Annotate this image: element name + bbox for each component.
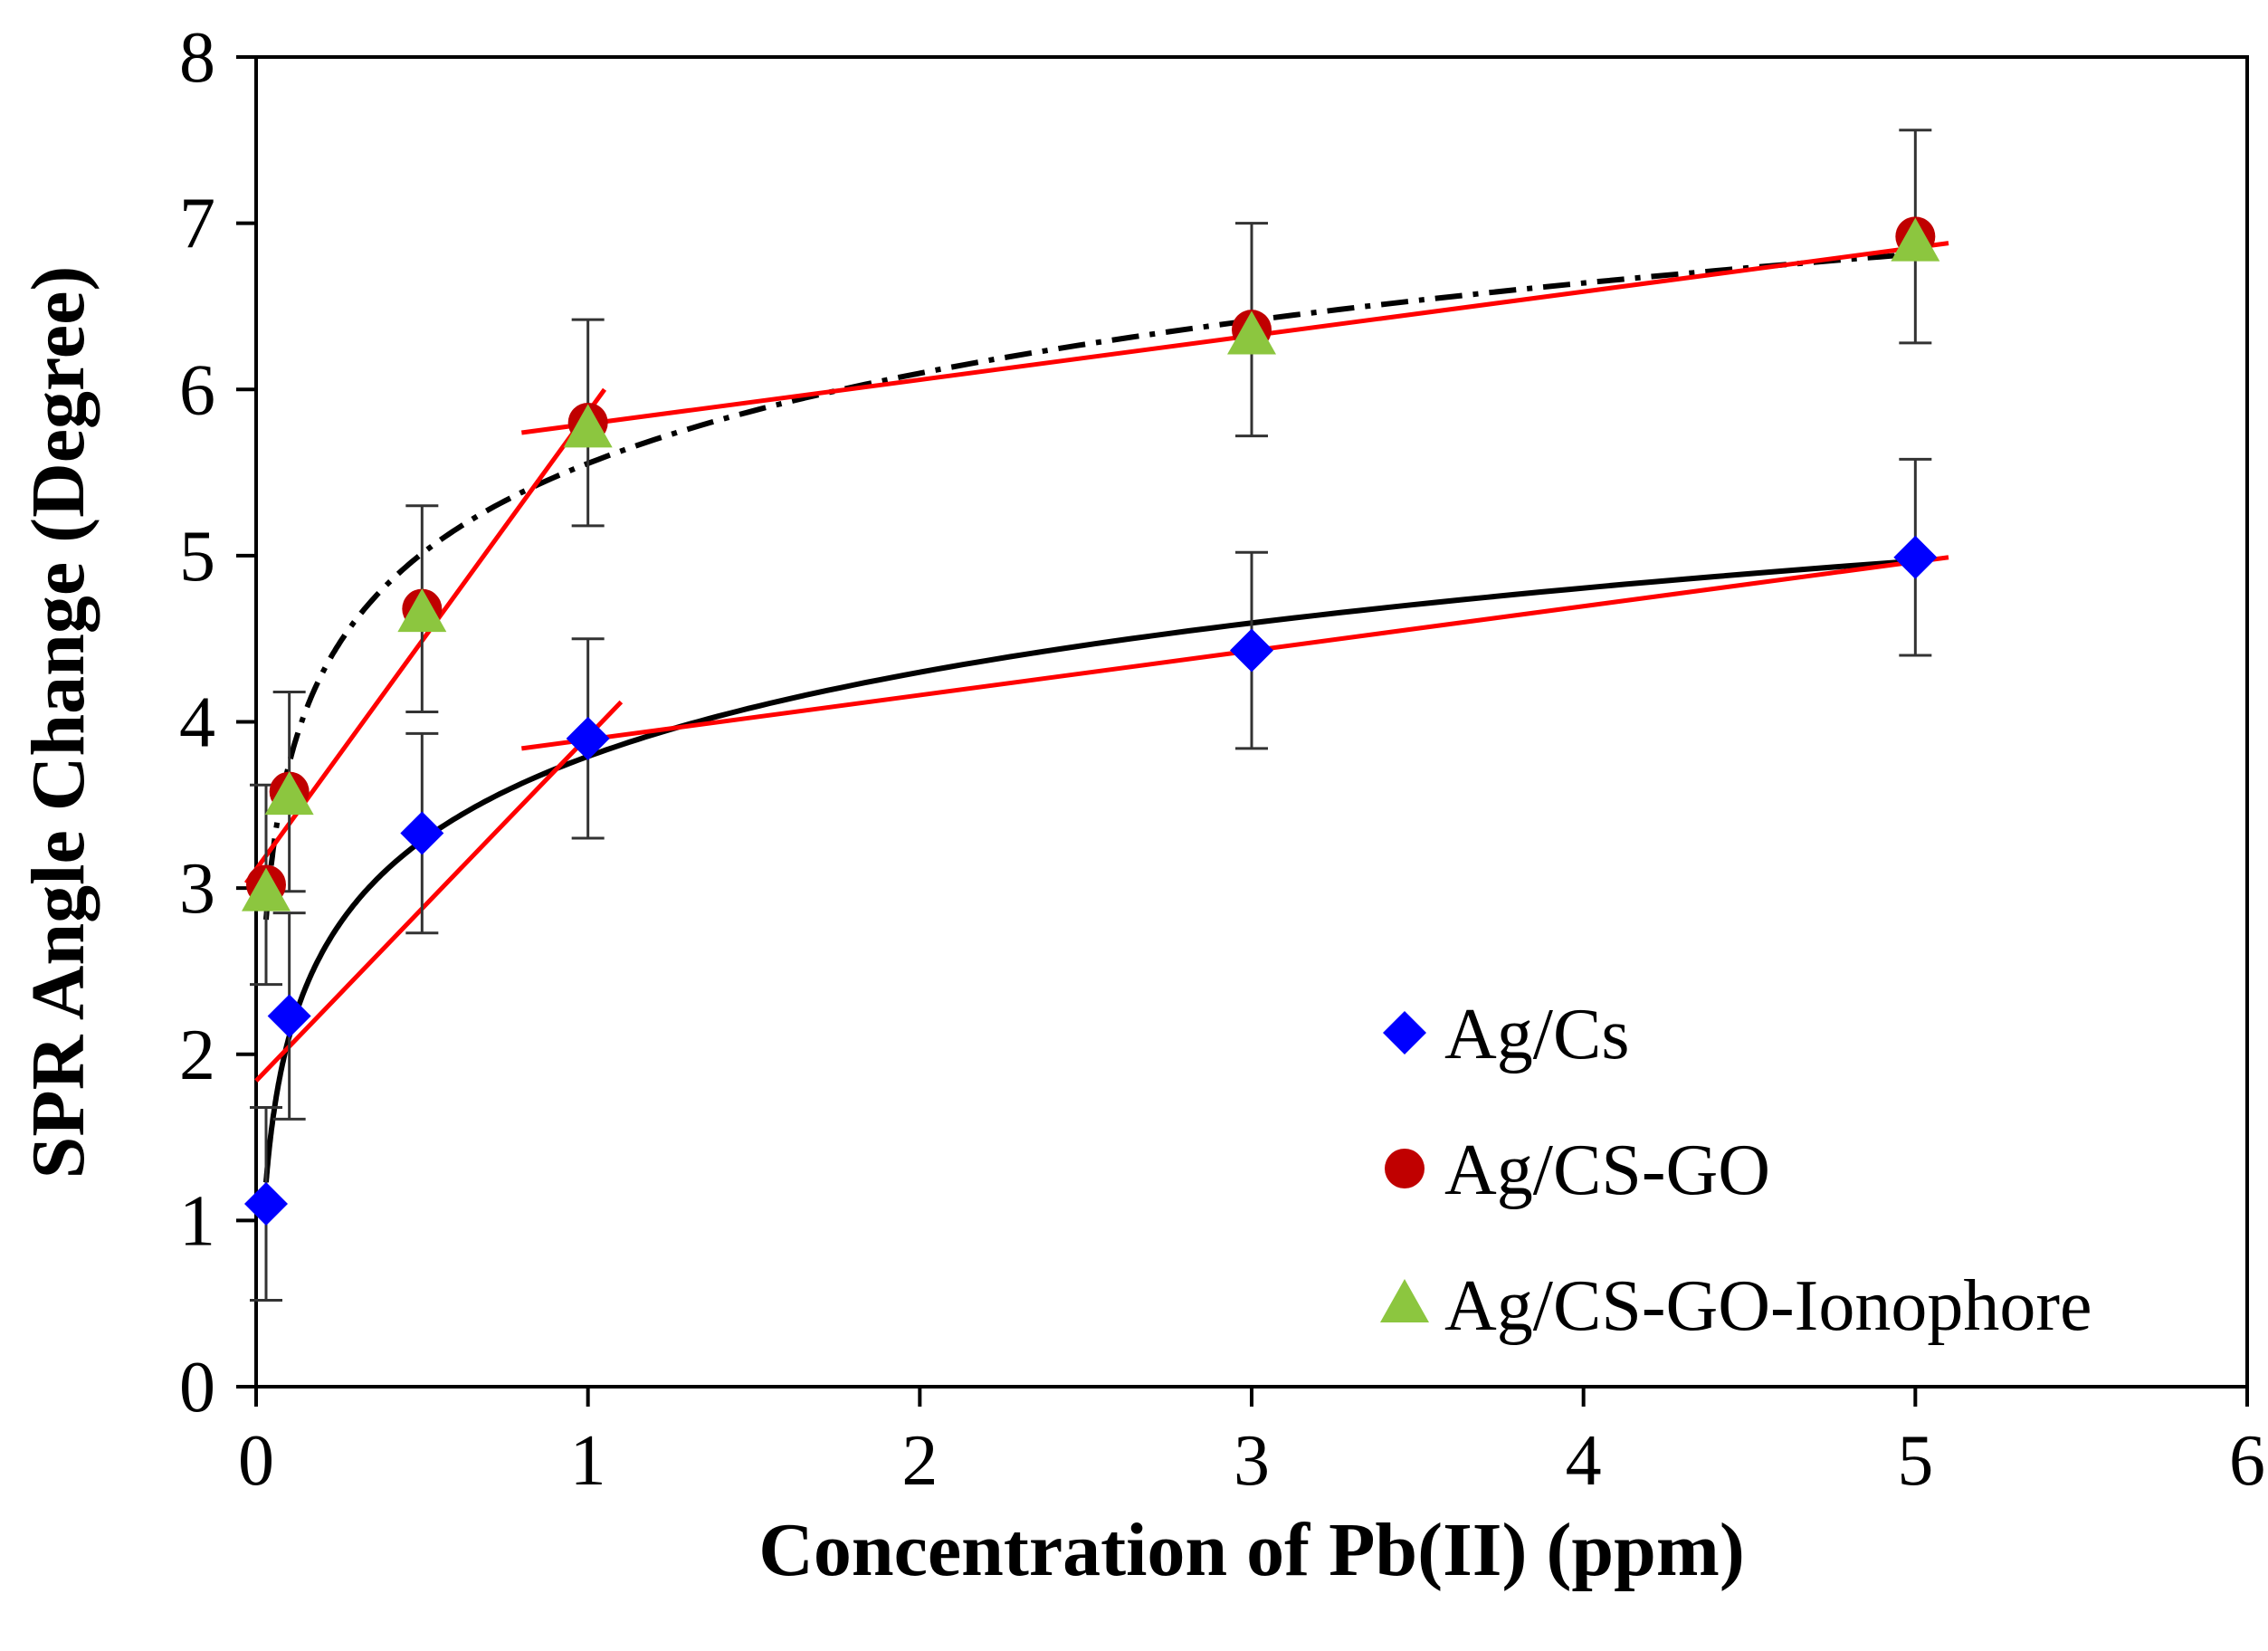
x-tick-label: 2 bbox=[901, 1421, 938, 1501]
marker-ag-cs bbox=[267, 994, 311, 1038]
legend: Ag/Cs Ag/CS-GO Ag/CS-GO-Ionophore bbox=[1380, 995, 2092, 1346]
y-tick-label: 2 bbox=[179, 1016, 215, 1095]
data-markers bbox=[242, 216, 1940, 1226]
legend-label: Ag/CS-GO bbox=[1444, 1131, 1770, 1210]
x-tick-label: 0 bbox=[238, 1421, 274, 1501]
fit-curve-ag-cs bbox=[263, 558, 1916, 1183]
x-tick-label: 1 bbox=[570, 1421, 606, 1501]
x-tick-label: 3 bbox=[1234, 1421, 1270, 1501]
y-tick-label: 0 bbox=[179, 1348, 215, 1427]
x-tick-labels: 0 1 2 3 4 5 6 bbox=[238, 1421, 2265, 1501]
fit-line-ag-cs bbox=[254, 700, 624, 1083]
x-tick-label: 4 bbox=[1566, 1421, 1602, 1501]
y-tick-labels: 0 1 2 3 4 5 6 7 8 bbox=[179, 18, 215, 1427]
x-tick-label: 5 bbox=[1897, 1421, 1933, 1501]
y-tick-label: 3 bbox=[179, 849, 215, 929]
axis-ticks bbox=[236, 55, 2249, 1407]
marker-ag-cs bbox=[400, 811, 444, 855]
y-tick-label: 6 bbox=[179, 350, 215, 430]
marker-ag-cs-go-ionophore bbox=[242, 867, 291, 911]
y-tick-label: 1 bbox=[179, 1181, 215, 1261]
x-tick-label: 6 bbox=[2229, 1421, 2265, 1501]
y-axis-title: SPR Angle Change (Degree) bbox=[16, 266, 100, 1179]
marker-ag-cs bbox=[566, 716, 610, 760]
legend-marker-ag-cs-go bbox=[1385, 1149, 1425, 1188]
legend-label: Ag/Cs bbox=[1444, 995, 1630, 1074]
y-tick-label: 4 bbox=[179, 683, 215, 763]
marker-ag-cs-go-ionophore bbox=[563, 404, 613, 448]
marker-ag-cs bbox=[244, 1182, 288, 1226]
x-axis-title: Concentration of Pb(II) (ppm) bbox=[758, 1508, 1745, 1592]
y-tick-label: 5 bbox=[179, 517, 215, 596]
y-tick-label: 8 bbox=[179, 18, 215, 98]
legend-label: Ag/CS-GO-Ionophore bbox=[1444, 1266, 2092, 1346]
marker-ag-cs-go-ionophore bbox=[264, 771, 314, 816]
legend-marker-ag-cs-go-ionophore bbox=[1380, 1279, 1429, 1322]
y-tick-label: 7 bbox=[179, 185, 215, 264]
marker-ag-cs bbox=[1230, 628, 1273, 673]
marker-ag-cs-go-ionophore bbox=[1891, 217, 1940, 262]
marker-ag-cs-go-ionophore bbox=[397, 588, 447, 633]
marker-ag-cs-go-ionophore bbox=[1227, 310, 1276, 355]
marker-ag-cs bbox=[1893, 535, 1938, 579]
legend-marker-ag-cs bbox=[1383, 1011, 1426, 1055]
